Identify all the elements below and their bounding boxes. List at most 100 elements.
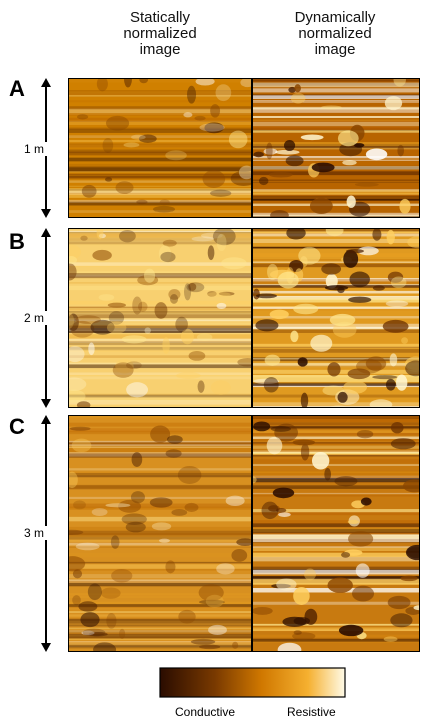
texture-stripe — [68, 192, 252, 195]
texture-stripe — [68, 243, 252, 246]
texture-stripe — [252, 638, 420, 642]
texture-stripe — [252, 547, 420, 552]
texture-stripe — [252, 471, 420, 476]
texture-blob — [96, 228, 104, 240]
texture-blob — [100, 587, 121, 599]
texture-stripe — [68, 328, 252, 333]
texture-stripe — [252, 157, 420, 161]
texture-blob — [349, 271, 370, 288]
texture-stripe — [252, 442, 420, 444]
texture-blob — [252, 476, 257, 484]
texture-blob — [76, 114, 89, 120]
texture-stripe — [252, 438, 420, 441]
texture-blob — [405, 544, 420, 561]
texture-blob — [154, 302, 168, 319]
texture-stripe — [68, 376, 252, 380]
texture-stripe — [252, 401, 420, 403]
texture-blob — [347, 368, 371, 380]
colorbar-low-label: Conductive — [175, 705, 236, 719]
texture-stripe — [252, 470, 420, 475]
texture-stripe — [68, 564, 252, 569]
texture-blob — [169, 294, 179, 304]
texture-blob — [126, 361, 142, 370]
texture-blob — [199, 644, 221, 650]
texture-stripe — [68, 581, 252, 584]
texture-stripe — [252, 443, 420, 447]
texture-stripe — [68, 624, 252, 627]
texture-stripe — [252, 88, 420, 93]
texture-stripe — [68, 149, 252, 154]
texture-blob — [162, 239, 177, 247]
borehole-image — [252, 78, 420, 218]
borehole-image — [252, 228, 420, 408]
texture-stripe — [68, 338, 252, 343]
texture-blob — [144, 327, 151, 334]
texture-blob — [175, 372, 201, 379]
texture-blob — [253, 378, 280, 384]
texture-blob — [293, 303, 319, 315]
texture-stripe — [252, 143, 420, 149]
texture-blob — [263, 148, 278, 155]
texture-blob — [300, 134, 324, 141]
texture-blob — [105, 503, 131, 508]
texture-stripe — [252, 576, 420, 580]
texture-stripe — [68, 262, 252, 267]
texture-stripe — [68, 325, 252, 331]
texture-blob — [263, 376, 279, 393]
texture-blob — [355, 563, 370, 578]
texture-blob — [110, 535, 120, 549]
texture-stripe — [68, 611, 252, 613]
texture-blob — [197, 380, 205, 393]
texture-blob — [255, 319, 279, 332]
texture-blob — [404, 356, 420, 372]
texture-blob — [231, 548, 248, 562]
texture-blob — [274, 423, 298, 442]
texture-blob — [98, 294, 115, 301]
texture-blob — [75, 542, 100, 551]
texture-blob — [228, 130, 248, 149]
texture-blob — [321, 105, 342, 110]
texture-stripe — [68, 235, 252, 239]
texture-stripe — [252, 247, 420, 249]
texture-stripe — [68, 180, 252, 183]
texture-blob — [390, 276, 407, 289]
texture-stripe — [252, 451, 420, 455]
texture-stripe — [252, 527, 420, 533]
texture-blob — [304, 568, 317, 581]
texture-blob — [275, 149, 300, 155]
texture-blob — [292, 439, 316, 446]
texture-stripe — [68, 614, 252, 617]
texture-blob — [68, 263, 77, 281]
texture-stripe — [252, 346, 420, 349]
texture-blob — [104, 177, 113, 182]
texture-stripe — [252, 298, 420, 303]
depth-scale: 3 m — [14, 526, 54, 540]
texture-stripe — [68, 271, 252, 276]
texture-stripe — [68, 117, 252, 122]
texture-stripe — [252, 473, 420, 478]
texture-stripe — [68, 127, 252, 130]
texture-blob — [68, 377, 87, 391]
texture-blob — [236, 538, 252, 546]
texture-stripe — [252, 296, 420, 300]
texture-blob — [207, 290, 217, 297]
texture-stripe — [68, 318, 252, 320]
texture-stripe — [252, 212, 420, 216]
texture-blob — [285, 155, 304, 167]
texture-blob — [210, 104, 221, 118]
texture-stripe — [68, 129, 252, 133]
texture-stripe — [68, 306, 252, 311]
texture-blob — [310, 334, 333, 352]
texture-stripe — [68, 330, 252, 333]
texture-stripe — [252, 383, 420, 386]
texture-blob — [68, 244, 82, 260]
texture-blob — [400, 575, 418, 582]
texture-blob — [80, 235, 88, 241]
texture-stripe — [68, 241, 252, 245]
texture-blob — [207, 245, 215, 261]
texture-stripe — [252, 416, 420, 419]
texture-blob — [121, 335, 147, 344]
texture-stripe — [68, 630, 252, 633]
texture-stripe — [252, 492, 420, 495]
texture-stripe — [68, 364, 252, 369]
